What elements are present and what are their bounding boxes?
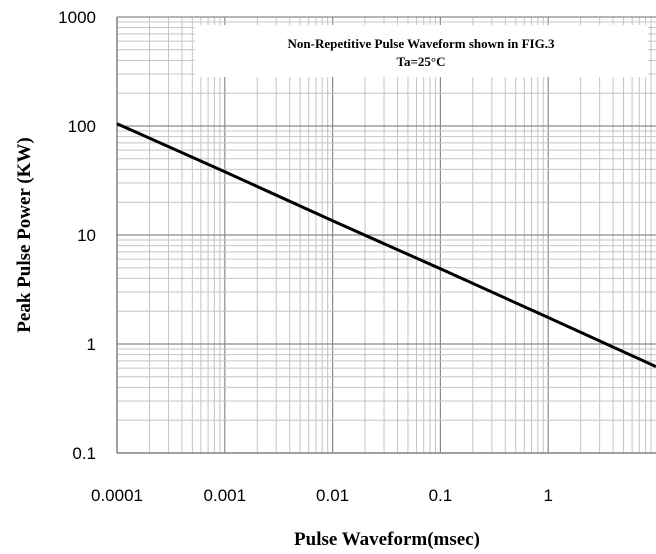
y-tick-label: 0.1 <box>72 444 96 463</box>
series-line-0 <box>116 122 656 368</box>
x-tick-label: 0.0001 <box>91 486 143 505</box>
y-tick-label: 10 <box>77 226 96 245</box>
annotation-box: Non-Repetitive Pulse Waveform shown in F… <box>195 25 648 77</box>
grid <box>116 16 656 454</box>
x-axis-label: Pulse Waveform(msec) <box>294 529 480 550</box>
x-tick-labels: 0.0001 0.001 0.01 0.1 1 <box>91 486 553 505</box>
y-tick-label: 1 <box>87 335 96 354</box>
chart-subtitle: Ta=25°C <box>397 54 446 69</box>
x-tick-label: 0.1 <box>429 486 453 505</box>
y-tick-label: 100 <box>68 117 96 136</box>
y-axis-label: Peak Pulse Power (KW) <box>14 137 35 332</box>
annotation-box-bg <box>195 25 648 77</box>
y-tick-labels: 0.1 1 10 100 1000 <box>58 8 96 463</box>
chart-title: Non-Repetitive Pulse Waveform shown in F… <box>288 36 555 51</box>
x-tick-label: 0.01 <box>316 486 349 505</box>
x-tick-label: 0.001 <box>204 486 247 505</box>
y-tick-label: 1000 <box>58 8 96 27</box>
x-tick-label: 1 <box>543 486 552 505</box>
series-line-layer <box>116 122 656 368</box>
